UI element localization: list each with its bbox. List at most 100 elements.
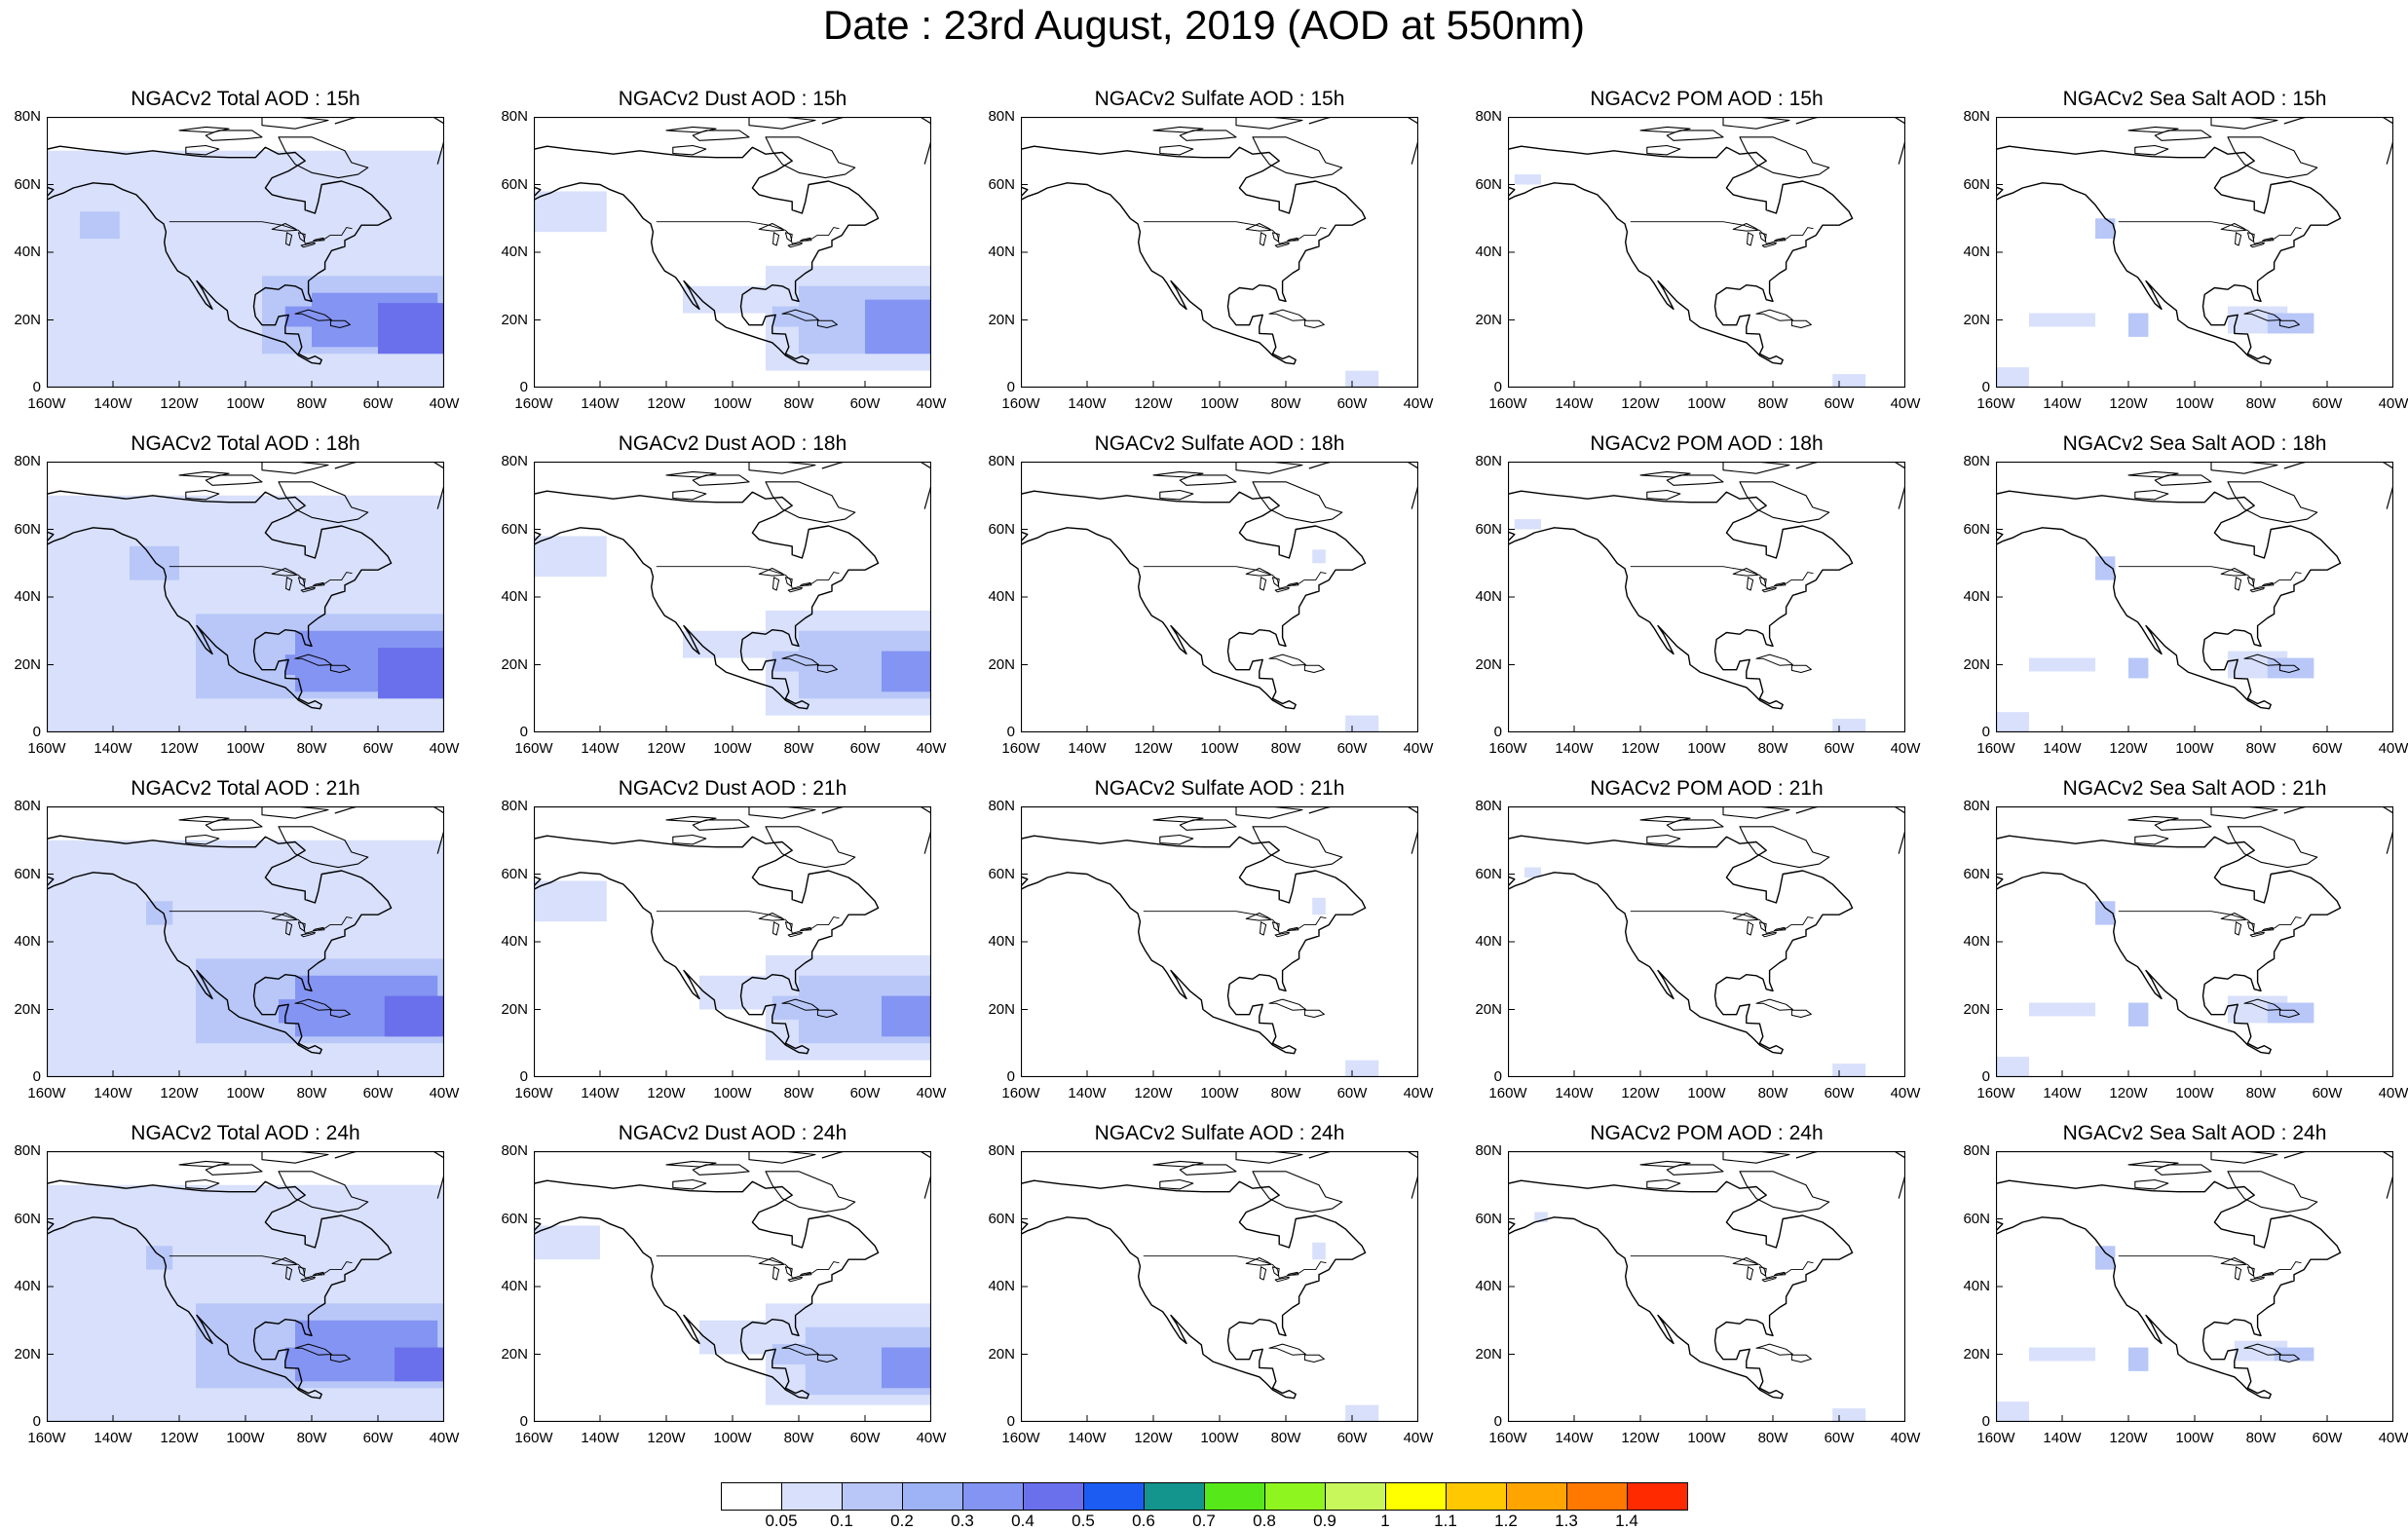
lon-tick-label: 140W: [94, 395, 132, 412]
lat-tick-label: 80N: [14, 798, 41, 814]
lon-tick-label: 80W: [783, 1430, 814, 1446]
lat-tick-label: 0: [1981, 1413, 1990, 1430]
arctic-island-coastline: [692, 474, 750, 486]
us-canada-border: [1143, 566, 1327, 589]
arctic-island-coastline: [1159, 1178, 1194, 1190]
lon-tick-label: 120W: [647, 395, 686, 412]
lon-tick-label: 160W: [514, 395, 553, 412]
lon-tick-label: 80W: [1270, 740, 1301, 757]
lon-tick-label: 120W: [160, 740, 199, 757]
great-lake-outline: [1747, 1266, 1754, 1281]
arctic-island-coastline: [2127, 470, 2179, 478]
lon-tick-label: 100W: [1687, 740, 1726, 757]
lat-tick-label: 40N: [988, 1278, 1015, 1294]
lon-tick-label: 100W: [713, 1430, 752, 1446]
lat-tick-label: 0: [519, 1413, 528, 1430]
colorbar-tick-label: 0.5: [1072, 1512, 1095, 1530]
coastline: [534, 490, 880, 710]
map-panel-dust-15h: [534, 117, 931, 388]
lat-tick-label: 60N: [1963, 1210, 1990, 1227]
map-panel-seasalt-24h: [1996, 1151, 2393, 1422]
greenland-coastline: [334, 1151, 444, 1199]
lat-tick-label: 80N: [14, 453, 41, 469]
arctic-island-coastline: [765, 481, 856, 524]
lat-tick-label: 80N: [1475, 453, 1502, 469]
great-lake-outline: [787, 242, 803, 248]
arctic-island-coastline: [1639, 470, 1691, 478]
aod-colorbar: [721, 1482, 1688, 1511]
lon-tick-label: 140W: [1068, 395, 1107, 412]
aod-field-region: [378, 648, 444, 699]
us-canada-border: [1143, 221, 1327, 244]
great-lake-outline: [2220, 913, 2247, 921]
great-lake-outline: [271, 913, 298, 921]
map-panel-seasalt-21h: [1996, 806, 2393, 1077]
arctic-island-coastline: [185, 144, 220, 156]
lon-tick-label: 120W: [1621, 1430, 1660, 1446]
great-lake-outline: [300, 242, 316, 248]
lon-tick-label: 120W: [1134, 740, 1173, 757]
great-lake-outline: [799, 237, 812, 242]
arctic-island-coastline: [178, 815, 230, 823]
lon-tick-label: 80W: [296, 1085, 327, 1102]
lat-tick-label: 80N: [988, 108, 1015, 125]
coastline: [1996, 1179, 2342, 1400]
map-panel-seasalt-15h: [1996, 117, 2393, 388]
aod-field-region: [80, 211, 120, 240]
lon-tick-label: 140W: [2043, 740, 2082, 757]
lat-tick-label: 40N: [501, 933, 528, 950]
lon-tick-label: 140W: [1555, 1430, 1594, 1446]
lon-tick-label: 120W: [1621, 395, 1660, 412]
lon-tick-label: 120W: [2109, 1085, 2148, 1102]
lon-tick-label: 160W: [514, 1430, 553, 1446]
arctic-island-coastline: [2210, 1151, 2278, 1164]
lat-tick-label: 20N: [988, 1000, 1015, 1018]
lat-tick-label: 0: [1981, 724, 1990, 740]
lon-tick-label: 120W: [1134, 1085, 1173, 1102]
arctic-island-coastline: [185, 834, 220, 845]
lat-tick-label: 20N: [1963, 655, 1990, 673]
arctic-island-coastline: [2210, 462, 2278, 474]
arctic-island-coastline: [1646, 834, 1681, 845]
lon-tick-label: 40W: [1403, 1430, 1434, 1446]
lon-tick-label: 60W: [2312, 740, 2343, 757]
lat-tick-label: 40N: [14, 588, 41, 605]
colorbar-swatch: [962, 1482, 1024, 1511]
great-lake-outline: [784, 232, 793, 243]
hispaniola-coastline: [1790, 1354, 1812, 1363]
lat-tick-label: 20N: [1963, 1000, 1990, 1018]
aod-field-region: [2095, 218, 2116, 240]
arctic-island-coastline: [748, 806, 816, 819]
panel-title: NGACv2 Total AOD : 24h: [131, 1122, 360, 1144]
lon-tick-label: 160W: [1488, 1430, 1527, 1446]
lat-tick-label: 20N: [501, 1345, 528, 1363]
panel-title: NGACv2 Total AOD : 18h: [131, 432, 360, 455]
great-lake-outline: [1260, 232, 1267, 246]
greenland-coastline: [821, 806, 931, 854]
arctic-island-coastline: [178, 470, 230, 478]
colorbar-tick-label: 0.6: [1132, 1512, 1155, 1530]
hispaniola-coastline: [1303, 1354, 1325, 1363]
arctic-island-coastline: [1152, 815, 1204, 823]
lat-tick-label: 40N: [14, 1278, 41, 1294]
arctic-island-coastline: [2154, 1164, 2212, 1176]
lat-tick-label: 60N: [988, 865, 1015, 882]
great-lake-outline: [772, 1266, 780, 1281]
map-panel-dust-24h: [534, 1151, 931, 1422]
aod-field-region: [1996, 367, 2029, 388]
hispaniola-coastline: [2278, 1354, 2300, 1363]
lon-tick-label: 40W: [1403, 740, 1434, 757]
lat-tick-label: 60N: [14, 175, 41, 193]
lat-tick-label: 20N: [14, 1000, 41, 1018]
greenland-coastline: [821, 462, 931, 509]
us-canada-border: [656, 911, 840, 934]
hispaniola-coastline: [816, 1354, 838, 1363]
map-panel-sulfate-15h: [1021, 117, 1418, 388]
lon-tick-label: 140W: [1068, 1430, 1107, 1446]
aod-field-region: [1514, 174, 1541, 185]
hispaniola-coastline: [329, 319, 351, 328]
map-panel-pom-15h: [1508, 117, 1905, 388]
us-canada-border: [656, 221, 840, 244]
hispaniola-coastline: [816, 1009, 838, 1018]
aod-field-region: [771, 651, 839, 672]
